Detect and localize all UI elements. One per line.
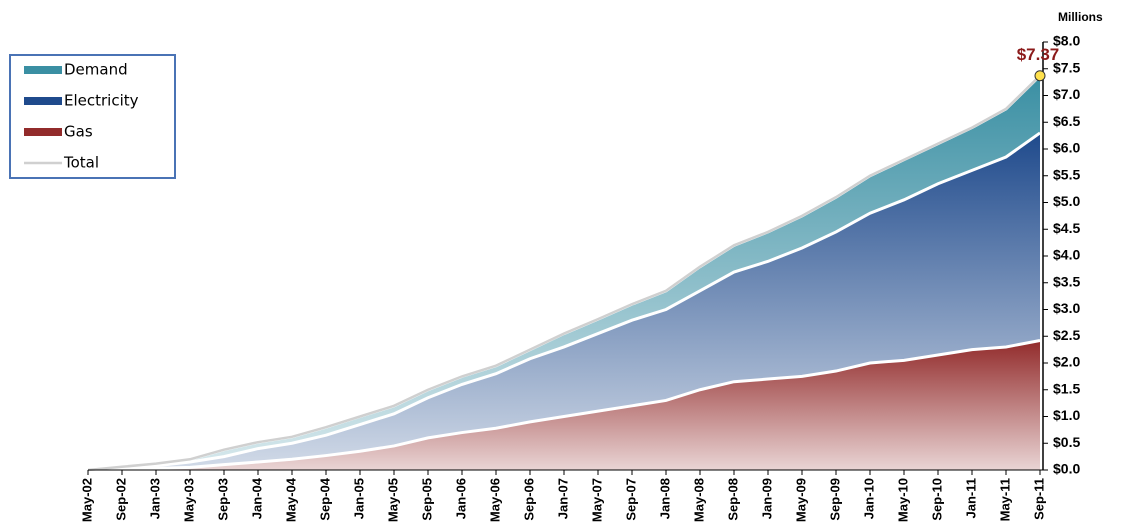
y-tick-label: $4.5 (1053, 220, 1080, 236)
x-tick-label: Jan-04 (249, 477, 264, 519)
x-tick-label: Sep-05 (419, 478, 434, 521)
x-tick-label: Sep-08 (725, 478, 740, 521)
legend-swatch (24, 66, 62, 74)
y-tick-label: $2.0 (1053, 354, 1080, 370)
legend-box (9, 54, 176, 179)
y-tick-label: $7.0 (1053, 86, 1080, 102)
y-tick-label: $4.0 (1053, 247, 1080, 263)
y-tick-label: $7.5 (1053, 59, 1080, 75)
line-total (87, 74, 1041, 472)
area-edge (87, 131, 1041, 472)
annotation-label: $7.37 (1017, 45, 1060, 64)
x-tick-label: May-02 (79, 478, 94, 522)
x-tick-label: May-09 (793, 478, 808, 522)
x-tick-label: Sep-02 (113, 478, 128, 521)
x-tick-label: May-11 (997, 478, 1012, 521)
x-tick-label: May-05 (385, 478, 400, 522)
x-tick-label: Jan-11 (963, 478, 978, 518)
x-tick-label: Sep-11 (1031, 478, 1046, 520)
legend-label: Gas (64, 123, 93, 141)
x-tick-label: Sep-10 (929, 478, 944, 521)
legend-label: Total (63, 154, 99, 172)
area-electricity (88, 132, 1040, 470)
x-tick-label: Jan-09 (759, 478, 774, 519)
y-tick-label: $3.0 (1053, 300, 1080, 316)
x-tick-label: Jan-03 (147, 478, 162, 519)
x-tick-label: May-10 (895, 478, 910, 522)
area-gas (88, 340, 1040, 470)
y-tick-label: $3.5 (1053, 273, 1080, 289)
x-tick-label: Sep-09 (827, 478, 842, 521)
x-tick-label: May-04 (283, 477, 298, 522)
y-tick-label: $5.5 (1053, 166, 1080, 182)
x-tick-label: Sep-07 (623, 478, 638, 521)
y-tick-label: $8.0 (1053, 33, 1080, 49)
y-tick-label: $1.0 (1053, 407, 1080, 423)
x-tick-label: May-03 (181, 478, 196, 522)
y-tick-label: $0.5 (1053, 434, 1080, 450)
legend-swatch (24, 97, 62, 105)
legend-label: Demand (64, 61, 128, 79)
x-tick-label: May-07 (589, 478, 604, 522)
y-tick-label: $0.0 (1053, 461, 1080, 477)
y-tick-label: $6.0 (1053, 140, 1080, 156)
x-tick-label: Sep-04 (317, 477, 332, 520)
x-tick-label: Jan-05 (351, 478, 366, 519)
y-tick-label: $1.5 (1053, 380, 1080, 396)
y-tick-label: $5.0 (1053, 193, 1080, 209)
x-tick-label: Sep-03 (215, 478, 230, 521)
legend-swatch (24, 128, 62, 136)
annotation-marker (1034, 70, 1046, 82)
area-edge (87, 339, 1041, 472)
x-tick-label: Jan-07 (555, 478, 570, 519)
x-tick-label: Jan-10 (861, 478, 876, 519)
x-tick-label: Sep-06 (521, 478, 536, 521)
x-tick-label: Jan-08 (657, 478, 672, 519)
x-tick-label: Jan-06 (453, 478, 468, 519)
x-tick-label: May-08 (691, 478, 706, 522)
y-axis-label: Millions (1058, 10, 1103, 24)
legend-label: Electricity (64, 92, 139, 110)
x-tick-label: May-06 (487, 478, 502, 522)
y-tick-label: $6.5 (1053, 113, 1080, 129)
y-tick-label: $2.5 (1053, 327, 1080, 343)
